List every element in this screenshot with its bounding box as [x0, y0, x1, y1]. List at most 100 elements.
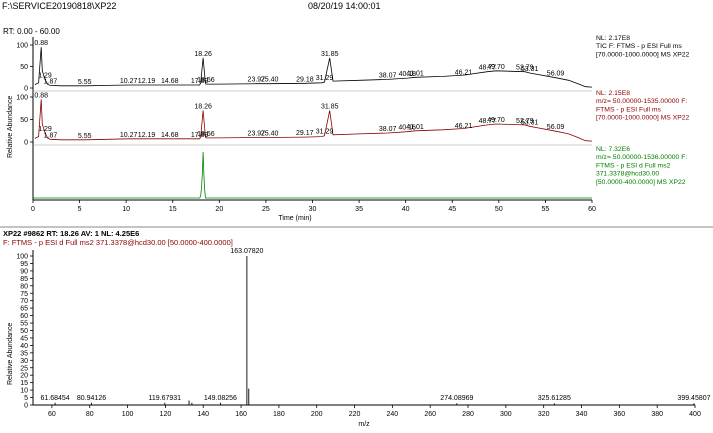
mz-tick-label: 280	[462, 411, 474, 418]
abundance-tick-label: 90	[20, 268, 28, 275]
xic-info-line: FTMS - p ESI d Full ms2	[596, 162, 671, 169]
time-tick-label: 35	[355, 206, 363, 213]
xic-line	[33, 151, 592, 199]
abundance-tick-label: 10	[20, 388, 28, 395]
tic-peak-label: 1.87	[44, 78, 58, 85]
mz-trace-ytick-label: 0	[24, 140, 28, 147]
mz-trace-info-line: NL: 2.15E8	[596, 90, 630, 97]
mz-axis-label: m/z	[358, 421, 370, 428]
tic-line	[34, 47, 593, 88]
tic-peak-label: 0.88	[34, 40, 48, 47]
spectrum-peak-label: 325.61285	[538, 395, 571, 402]
scan-filter: F: FTMS - p ESI d Full ms2 371.3378@hcd3…	[3, 238, 233, 247]
abundance-tick-label: 25	[20, 365, 28, 372]
tic-peak-label: 40.18	[399, 71, 417, 78]
time-tick-label: 40	[402, 206, 410, 213]
time-tick-label: 30	[309, 206, 317, 213]
mz-trace-peak-label: 40.16	[398, 125, 416, 132]
tic-peak-label: 53.31	[521, 66, 539, 73]
mz-trace-peak-label: 49.70	[487, 117, 505, 124]
spectrum-axes: 60 80 100 120 140 160 180 200 220 240 260 280 300 320…	[16, 254, 701, 419]
mz-trace-peak-label: 23.97	[248, 131, 266, 138]
abundance-tick-label: 15	[20, 380, 28, 387]
abundance-tick-label: 95	[20, 261, 28, 268]
mz-trace-peak-label: 17.89	[191, 132, 209, 139]
scan-info: XP22 #9862 RT: 18.26 AV: 1 NL: 4.25E6	[3, 229, 139, 238]
mz-trace-peak-label: 53.31	[521, 119, 539, 126]
tic-peak-label: 29.18	[296, 76, 314, 83]
mz-tick-label: 380	[651, 411, 663, 418]
tic-peak-label: 18.56	[197, 77, 215, 84]
xic-info-line: [50.0000-400.0000] MS XP22	[596, 179, 686, 186]
mz-trace-peak-label: 5.55	[78, 133, 92, 140]
mz-trace-peak-label: 31.85	[321, 104, 339, 111]
mz-trace-peak-label: 41.01	[406, 124, 424, 131]
tic-peak-label: 31.85	[321, 51, 339, 58]
mz-trace-peak-label: 48.77	[479, 118, 497, 125]
tic-peak-label: 10.27	[120, 78, 138, 85]
tic-peak-label: 52.79	[516, 65, 534, 72]
spectrum-peak-label: 399.45807	[677, 395, 710, 402]
tic-peak-label: 18.26	[194, 51, 212, 58]
abundance-tick-label: 60	[20, 313, 28, 320]
spectrum-y-label: Relative Abundance	[7, 323, 14, 385]
xic-info-line: 371.3378@hcd30.00	[596, 171, 659, 178]
time-tick-label: 15	[169, 206, 177, 213]
xic-info-line: NL: 7.32E6	[596, 146, 630, 153]
mz-tick-label: 320	[538, 411, 550, 418]
mz-trace-peak-label: 10.27	[120, 132, 138, 139]
tic-info-line: TIC F: FTMS - p ESI Full ms	[596, 43, 682, 50]
time-tick-label: 5	[78, 206, 82, 213]
abundance-tick-label: 35	[20, 350, 28, 357]
mz-trace-info-line: [70.0000-1000.0000] MS XP22	[596, 115, 690, 122]
time-tick-label: 50	[495, 206, 503, 213]
mz-trace-ytick-label: 100	[16, 95, 28, 102]
mz-trace-peak-label: 46.21	[455, 123, 473, 130]
mz-trace-peak-label: 14.68	[161, 132, 179, 139]
mz-trace-peak-label: 18.26	[194, 104, 212, 111]
tic-peak-label: 38.07	[379, 72, 397, 79]
abundance-tick-label: 75	[20, 291, 28, 298]
tic-ytick-label: 0	[24, 86, 28, 93]
rt-range: RT: 0.00 - 60.00	[3, 27, 60, 36]
abundance-tick-label: 45	[20, 335, 28, 342]
tic-info-line: [70.0000-1000.0000] MS XP22	[596, 51, 690, 58]
spectrum-peak-label: 119.67931	[149, 395, 182, 402]
time-tick-label: 60	[588, 206, 596, 213]
spectrum-peak-label: 274.08969	[440, 395, 473, 402]
abundance-tick-label: 0	[24, 403, 28, 410]
file-path: F:\SERVICE20190818\XP22	[2, 1, 116, 11]
mz-trace-peak-label: 12.19	[138, 132, 156, 139]
tic-peak-label: 17.89	[191, 78, 209, 85]
abundance-tick-label: 5	[24, 395, 28, 402]
mz-trace-peak-label: 25.40	[261, 131, 279, 138]
spectrum-peak-label: 61.68454	[40, 395, 69, 402]
mz-tick-label: 340	[576, 411, 588, 418]
mz-tick-label: 220	[349, 411, 361, 418]
tic-ytick-label: 50	[20, 64, 28, 71]
mz-trace-peak-label: 31.29	[316, 129, 334, 136]
mz-tick-label: 100	[122, 411, 134, 418]
spectrum-panel: Relative Abundance	[7, 250, 695, 406]
time-tick-label: 10	[122, 206, 130, 213]
chromatogram-y-label: Relative Abundance	[7, 96, 14, 158]
mz-tick-label: 300	[500, 411, 512, 418]
mz-tick-label: 260	[424, 411, 436, 418]
mz-tick-label: 60	[48, 411, 56, 418]
time-tick-label: 0	[31, 206, 35, 213]
tic-peak-label: 25.40	[261, 77, 279, 84]
xic-trace-group	[33, 151, 592, 199]
spectrum-peak-label: 149.08256	[204, 395, 237, 402]
mz-tick-label: 120	[160, 411, 172, 418]
tic-peak-label: 14.68	[161, 78, 179, 85]
abundance-tick-label: 55	[20, 321, 28, 328]
spectrum-peaks-group: 61.68454 80.94126 119.67931 149.08256 163.07…	[40, 248, 711, 405]
mz-trace-peak-label: 38.07	[379, 126, 397, 133]
tic-peak-label: 56.09	[547, 71, 565, 78]
mz-trace-peak-label: 1.87	[44, 132, 58, 139]
abundance-tick-label: 70	[20, 298, 28, 305]
mz-tick-label: 240	[387, 411, 399, 418]
tic-peak-label: 48.77	[479, 65, 497, 72]
